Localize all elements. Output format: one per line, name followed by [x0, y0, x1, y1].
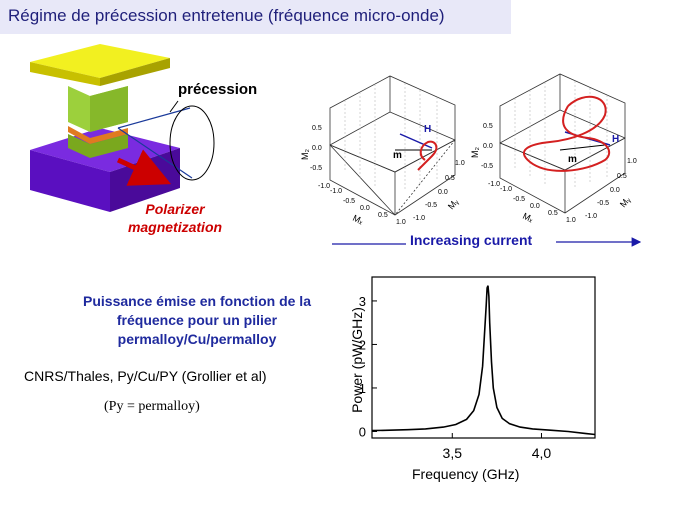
svg-text:-0.5: -0.5 — [310, 165, 322, 172]
svg-text:0.5: 0.5 — [378, 212, 388, 219]
svg-text:0.5: 0.5 — [483, 123, 493, 130]
polarizer-label-line1: Polarizer — [145, 201, 205, 217]
y-tick-label: 2 — [359, 337, 366, 352]
credit-line: CNRS/Thales, Py/Cu/PY (Grollier et al) — [24, 368, 267, 384]
permalloy-note: (Py = permalloy) — [104, 399, 200, 414]
svg-text:0.0: 0.0 — [530, 203, 540, 210]
axis-mz-right: M₂ — [470, 147, 480, 158]
chart-caption: Puissance émise en fonction de la fréque… — [83, 293, 311, 347]
svg-text:-0.5: -0.5 — [481, 163, 493, 170]
polarizer-label-line2: magnetization — [127, 219, 223, 235]
x-tick-label: 4,0 — [532, 445, 552, 461]
svg-text:0.0: 0.0 — [610, 187, 620, 194]
spectrum-series-line — [371, 285, 596, 436]
y-axis-label: Power (pW/GHz) — [349, 307, 365, 413]
svg-text:-0.5: -0.5 — [425, 202, 437, 209]
svg-text:0.5: 0.5 — [312, 125, 322, 132]
top-electrode-top — [30, 44, 170, 78]
svg-text:-1.0: -1.0 — [488, 181, 500, 188]
y-tick-label: 0 — [359, 424, 366, 439]
trajectory-left — [417, 140, 438, 171]
vector-h-right: H — [612, 134, 619, 145]
svg-text:-0.5: -0.5 — [343, 198, 355, 205]
axis-mx-left: Mₓ — [351, 213, 365, 226]
svg-text:-1.0: -1.0 — [330, 188, 342, 195]
pillar-device-illustration — [30, 44, 215, 212]
svg-text:1.0: 1.0 — [627, 158, 637, 165]
svg-text:1.0: 1.0 — [396, 219, 406, 226]
svg-text:0.5: 0.5 — [548, 210, 558, 217]
spectrum-chart: 3,5 4,0 0 1 2 3 — [359, 276, 596, 461]
y-tick-label: 3 — [359, 294, 366, 309]
polarizer-arrow — [116, 149, 172, 186]
y-tick-label: 1 — [359, 381, 366, 396]
trajectory-plot-left: m H 0.5 0.0 -0.5 -1.0 -1.0 -0.5 0.0 0.5 … — [300, 75, 465, 226]
svg-text:1.0: 1.0 — [455, 160, 465, 167]
trajectory-right — [522, 95, 611, 172]
axis-my-right: Mᵧ — [618, 195, 632, 209]
vector-h-left: H — [424, 124, 431, 135]
increasing-current-label: Increasing current — [410, 232, 533, 248]
slide-title: Régime de précession entretenue (fréquen… — [8, 6, 445, 25]
chart-frame — [371, 276, 596, 439]
base-layer-front — [30, 150, 110, 212]
x-axis-label: Frequency (GHz) — [412, 466, 520, 482]
polarizer-label: Polarizer magnetization — [120, 200, 230, 236]
svg-text:0.5: 0.5 — [617, 173, 627, 180]
svg-text:-0.5: -0.5 — [513, 196, 525, 203]
trajectory-plot-right: m H 0.5 0.0 -0.5 -1.0 -1.0 -0.5 0.0 0.5 … — [470, 73, 637, 224]
svg-text:0.5: 0.5 — [445, 175, 455, 182]
svg-text:-1.0: -1.0 — [500, 186, 512, 193]
svg-text:-0.5: -0.5 — [597, 200, 609, 207]
spacer-ring — [68, 126, 128, 144]
top-electrode-front — [30, 62, 100, 86]
axis-my-left: Mᵧ — [446, 197, 460, 211]
svg-text:0.0: 0.0 — [438, 189, 448, 196]
vector-m-left: m — [393, 150, 402, 161]
svg-text:0.0: 0.0 — [312, 145, 322, 152]
svg-text:-1.0: -1.0 — [585, 213, 597, 220]
vector-m-right: m — [568, 154, 577, 165]
svg-text:-1.0: -1.0 — [318, 183, 330, 190]
title-bar — [0, 0, 511, 34]
svg-text:0.0: 0.0 — [360, 205, 370, 212]
svg-text:-1.0: -1.0 — [413, 215, 425, 222]
x-tick-label: 3,5 — [443, 445, 463, 461]
precession-label: précession — [178, 81, 258, 98]
svg-text:1.0: 1.0 — [566, 217, 576, 224]
svg-text:0.0: 0.0 — [483, 143, 493, 150]
axis-mz-left: M₂ — [300, 149, 310, 160]
axis-mx-right: Mₓ — [521, 211, 535, 224]
